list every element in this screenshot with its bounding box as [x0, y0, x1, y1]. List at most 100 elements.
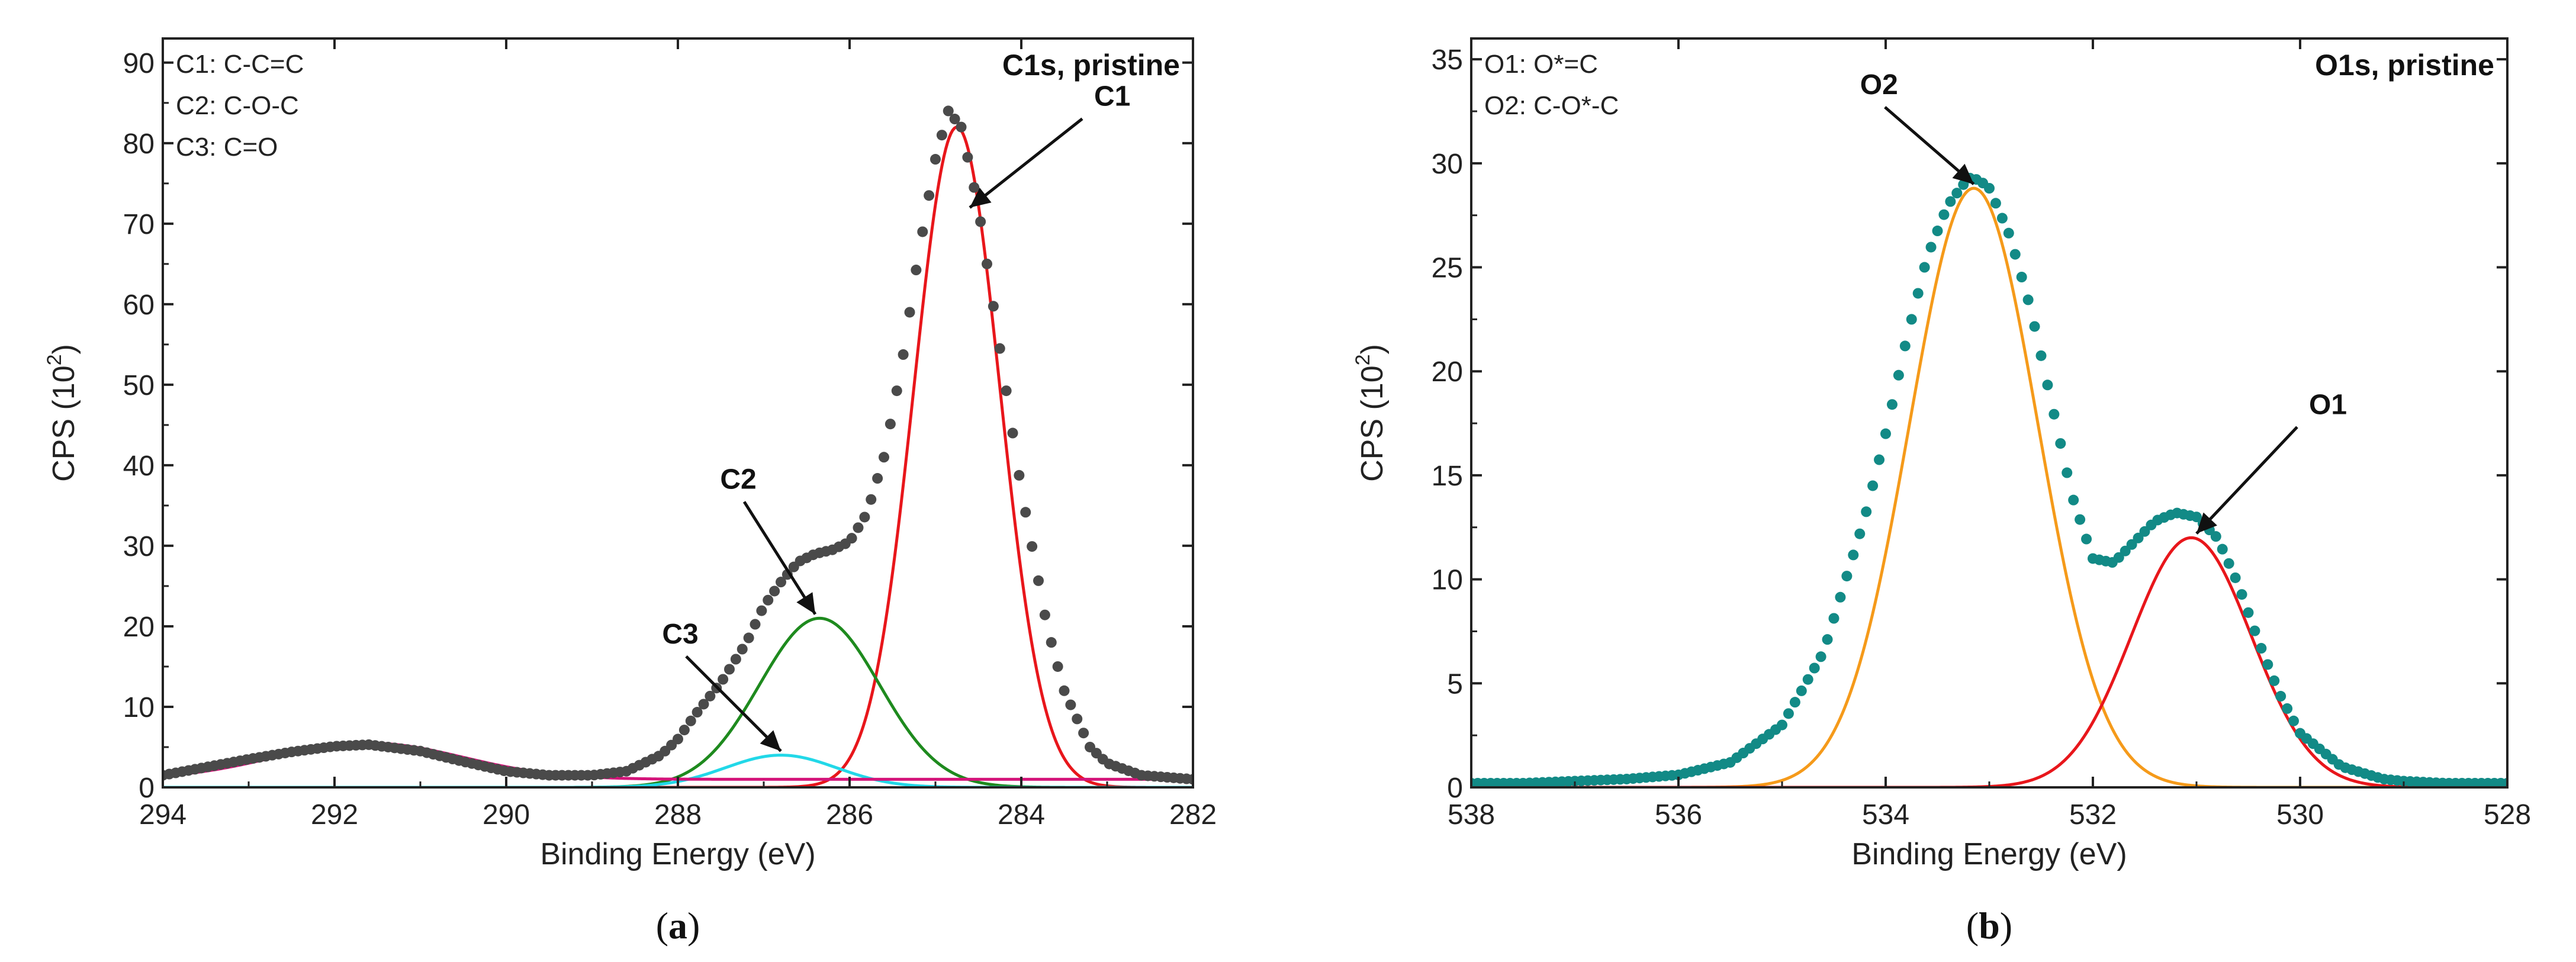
panel-b-data-point [2048, 408, 2060, 420]
panel-a-data-point [1039, 609, 1050, 620]
panel-b-y-tick-label: 0 [1447, 773, 1463, 804]
panel-b-data-point [1984, 183, 1995, 194]
panel-b-y-axis-label-main: CPS (10 [1355, 365, 1390, 482]
panel-a-caption-letter: a [668, 905, 687, 947]
panel-a-data-point [769, 585, 780, 597]
panel-a-data-point [1046, 637, 1057, 648]
panel-b-data-point [1899, 340, 1911, 352]
panel-b-data-point [2081, 533, 2092, 545]
panel-a-data-point [846, 533, 857, 544]
panel-a-y-axis-label-close: ) [47, 344, 81, 354]
panel-b-data-point [1886, 399, 1898, 410]
panel-a-y-tick-label: 10 [123, 692, 155, 723]
panel-a-y-axis-label-main: CPS (10 [47, 365, 81, 482]
panel-a-data-point [891, 385, 902, 397]
panel-b-y-tick-label: 35 [1432, 44, 1463, 76]
panel-a-data-point [1007, 427, 1018, 439]
panel-a-annotations: C1 C2 C3 [662, 81, 1130, 752]
panel-b-data-point [1789, 697, 1800, 708]
panel-a-data-point [988, 301, 999, 312]
panel-a-x-tick-label: 292 [311, 799, 358, 831]
panel-b-data-point [2223, 558, 2234, 569]
panel-b-data-point [2003, 227, 2014, 239]
panel-b-data-point [2075, 514, 2086, 525]
panel-b-data-point [2249, 625, 2260, 636]
panel-b-experimental-points [1471, 172, 2507, 787]
panel-a-data-point [879, 452, 889, 463]
panel-a-data-point [718, 674, 729, 685]
panel-a-annotation-label-c1: C1 [1094, 81, 1130, 112]
panel-a-y-tick-label: 40 [123, 451, 155, 482]
panel-b-data-point [2262, 659, 2273, 670]
panel-a-y-axis-label: CPS (102) [43, 344, 81, 482]
panel-b-y-axis-label-exponent: 2 [1352, 354, 1374, 365]
panel-a-ticks: 294 292 290 288 286 284 282 0 10 20 30 40 50 60 70 80 90 [123, 38, 1217, 831]
panel-a-data-point [776, 577, 786, 588]
panel-a-data-point [949, 114, 960, 125]
panel-b-data-point [2282, 703, 2293, 714]
panel-a-data-point [898, 349, 909, 360]
panel-b-data-point [1835, 591, 1846, 603]
panel-b-legend-o2: O2: C-O*-C [1484, 91, 1619, 120]
panel-b-legend: O1: O*=C O2: C-O*-C [1484, 50, 1619, 120]
panel-a-legend: C1: C-C=C C2: C-O-C C3: C=O [176, 50, 304, 162]
panel-a-data-point [1001, 385, 1012, 397]
panel-a-data-point [730, 654, 741, 665]
panel-a-x-tick-label: 294 [139, 799, 186, 831]
panel-a-data-point [975, 216, 986, 227]
panel-b-data-point [2243, 607, 2254, 618]
panel-a-data-point [924, 190, 935, 201]
panel-a: 294 292 290 288 286 284 282 0 10 20 30 40 50 60 70 80 90… [43, 37, 1217, 947]
panel-b-y-tick-label: 30 [1432, 149, 1463, 180]
panel-b-data-point [2113, 552, 2124, 563]
panel-a-data-point [685, 715, 696, 726]
panel-b-y-tick-label: 10 [1432, 565, 1463, 596]
panel-a-annotation-arrow-c1 [969, 117, 1083, 209]
panel-a-data-point [994, 343, 1005, 354]
panel-b-data-point [2022, 294, 2034, 305]
panel-b-data-point [2191, 511, 2202, 523]
panel-a-y-tick-label: 60 [123, 289, 155, 321]
panel-b-data-point [1958, 179, 1969, 190]
panel-a-experimental-points [163, 105, 1193, 785]
panel-b-y-tick-label: 25 [1432, 253, 1463, 284]
panel-b-x-tick-label: 528 [2484, 799, 2531, 831]
panel-a-data-point [1188, 774, 1193, 785]
panel-a-y-tick-label: 50 [123, 370, 155, 401]
panel-a-x-axis-label: Binding Energy (eV) [540, 837, 815, 871]
panel-b-data-point [2035, 350, 2047, 361]
panel-b-annotation-label-o1: O1 [2309, 389, 2347, 420]
panel-b-data-point [2275, 691, 2286, 702]
panel-a-y-tick-label: 0 [139, 773, 155, 804]
panel-b-data-point [1867, 480, 1879, 491]
panel-a-data-point [698, 699, 709, 710]
panel-b-data-point [2029, 321, 2040, 332]
panel-b-data-point [1802, 674, 1813, 685]
panel-b-data-point [1828, 613, 1839, 624]
panel-b: 538 536 534 532 530 528 0 5 10 15 20 25 30 35 O1s, pr… [1352, 37, 2531, 947]
panel-b-data-point [1945, 196, 1956, 207]
panel-a-data-point [917, 226, 928, 237]
panel-b-data-point [2256, 643, 2267, 654]
panel-b-annotation-label-o2: O2 [1860, 69, 1898, 101]
panel-a-data-point [943, 105, 954, 117]
panel-a-data-point [969, 182, 980, 193]
panel-b-x-tick-label: 534 [1862, 799, 1909, 831]
panel-b-data-point [1919, 262, 1930, 273]
panel-a-data-point [962, 152, 973, 163]
panel-a-legend-c2: C2: C-O-C [176, 91, 299, 120]
panel-b-y-tick-label: 5 [1447, 668, 1463, 700]
panel-a-legend-c3: C3: C=O [176, 133, 278, 162]
panel-a-data-point [743, 632, 754, 644]
panel-b-data-point [1822, 634, 1833, 645]
panel-a-annotation-label-c2: C2 [720, 464, 756, 496]
panel-a-data-point [756, 605, 767, 616]
panel-a-data-point [763, 594, 774, 606]
panel-a-data-point [1059, 685, 1070, 696]
panel-b-x-axis-label: Binding Energy (eV) [1851, 837, 2127, 871]
panel-b-y-axis-label-close: ) [1355, 344, 1390, 354]
panel-a-data-point [859, 511, 870, 523]
panel-b-caption: (b) [1966, 905, 2012, 947]
panel-b-data-point [2016, 272, 2027, 282]
panel-a-fit-c1 [163, 126, 1193, 787]
